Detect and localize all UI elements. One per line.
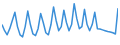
chart [0, 0, 120, 45]
plot-area [2, 4, 118, 37]
chart-root [0, 0, 120, 45]
line [2, 4, 118, 37]
